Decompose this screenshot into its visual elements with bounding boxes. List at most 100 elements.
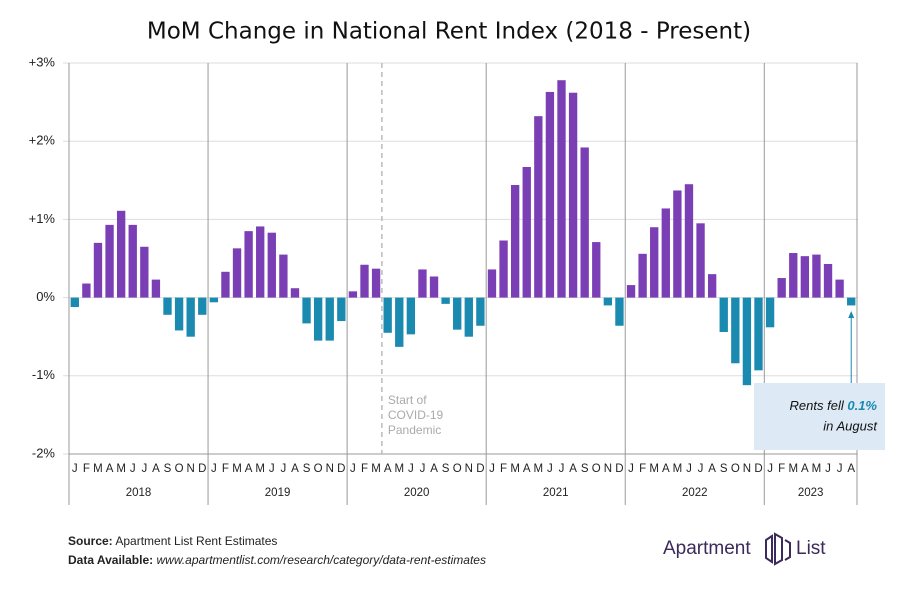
bar: [476, 297, 485, 326]
year-label: 2018: [126, 487, 152, 499]
bar: [626, 285, 636, 298]
callout-box: [754, 383, 885, 450]
x-tick-label: A: [152, 463, 160, 475]
bar: [835, 279, 844, 298]
x-tick-label: O: [453, 463, 462, 475]
year-label: 2021: [543, 487, 569, 499]
x-tick-label: F: [83, 463, 90, 475]
x-tick-label: S: [442, 463, 450, 475]
bar: [151, 279, 161, 298]
callout-text: in August: [823, 418, 878, 433]
x-tick-label: J: [141, 463, 147, 475]
x-tick-label: A: [384, 463, 392, 475]
bar: [464, 297, 473, 337]
y-tick-label: -1%: [32, 367, 56, 382]
covid-note: COVID-19: [388, 408, 444, 422]
x-tick-label: J: [489, 463, 495, 475]
x-tick-label: A: [847, 463, 855, 475]
x-tick-label: A: [801, 463, 809, 475]
bar: [522, 167, 531, 298]
x-tick-label: M: [371, 463, 381, 475]
bar: [650, 227, 659, 298]
bar: [638, 253, 647, 298]
bar: [244, 231, 253, 298]
x-tick-label: M: [116, 463, 126, 475]
x-tick-label: J: [559, 463, 565, 475]
x-tick-label: N: [604, 463, 612, 475]
x-tick-label: J: [281, 463, 287, 475]
x-tick-label: D: [615, 463, 623, 475]
bar: [615, 297, 624, 326]
bar: [82, 283, 91, 298]
bar: [360, 264, 369, 298]
bar: [847, 297, 856, 306]
bar: [823, 263, 833, 298]
bar: [812, 254, 821, 298]
bar: [661, 208, 670, 298]
source-label: Source:: [68, 534, 113, 548]
bar: [510, 184, 520, 298]
x-tick-label: M: [673, 463, 683, 475]
bar: [789, 253, 798, 298]
bar: [777, 278, 786, 298]
bar: [290, 288, 300, 298]
x-tick-label: A: [523, 463, 531, 475]
bar: [128, 224, 137, 298]
x-tick-label: S: [581, 463, 589, 475]
bar: [371, 268, 381, 298]
footer-data: Data Available: www.apartmentlist.com/re…: [68, 553, 486, 567]
bar: [93, 242, 103, 298]
bar: [279, 254, 288, 298]
x-tick-label: J: [72, 463, 78, 475]
bar: [325, 297, 334, 341]
x-tick-label: A: [569, 463, 577, 475]
x-tick-label: J: [211, 463, 217, 475]
year-label: 2023: [798, 487, 824, 499]
bar: [557, 80, 566, 298]
x-tick-label: A: [291, 463, 299, 475]
x-tick-label: J: [350, 463, 356, 475]
x-tick-label: D: [198, 463, 206, 475]
callout-arrowhead: [848, 311, 855, 318]
bar: [70, 297, 79, 307]
bar: [232, 248, 242, 298]
bar: [163, 297, 172, 315]
bar: [707, 274, 717, 298]
x-tick-label: S: [720, 463, 728, 475]
bar: [453, 297, 462, 330]
bar: [174, 297, 184, 331]
year-label: 2020: [404, 487, 430, 499]
x-tick-label: J: [420, 463, 426, 475]
bar: [267, 232, 276, 298]
x-tick-label: S: [164, 463, 172, 475]
x-tick-label: M: [534, 463, 544, 475]
covid-note: Start of: [388, 393, 427, 407]
x-tick-label: D: [476, 463, 484, 475]
bar: [337, 297, 346, 322]
x-tick-label: M: [510, 463, 520, 475]
x-tick-label: M: [788, 463, 798, 475]
x-tick-label: J: [837, 463, 843, 475]
bar: [754, 297, 763, 371]
data-label: Data Available:: [68, 553, 153, 567]
bar: [348, 291, 358, 298]
x-tick-label: J: [628, 463, 634, 475]
bar: [418, 269, 427, 298]
bar: [696, 223, 705, 298]
x-tick-label: D: [337, 463, 345, 475]
bar: [592, 242, 601, 298]
bar: [186, 297, 195, 337]
x-tick-label: M: [255, 463, 265, 475]
bar: [568, 92, 578, 298]
x-tick-label: F: [222, 463, 229, 475]
x-tick-label: J: [767, 463, 773, 475]
year-label: 2022: [682, 487, 708, 499]
chart-title: MoM Change in National Rent Index (2018 …: [147, 19, 751, 45]
bar: [383, 297, 392, 333]
bar: [221, 271, 230, 298]
bar: [731, 297, 740, 364]
bar: [198, 297, 207, 315]
bar: [313, 297, 323, 341]
y-tick-label: +2%: [29, 133, 56, 148]
covid-note: Pandemic: [388, 423, 441, 437]
